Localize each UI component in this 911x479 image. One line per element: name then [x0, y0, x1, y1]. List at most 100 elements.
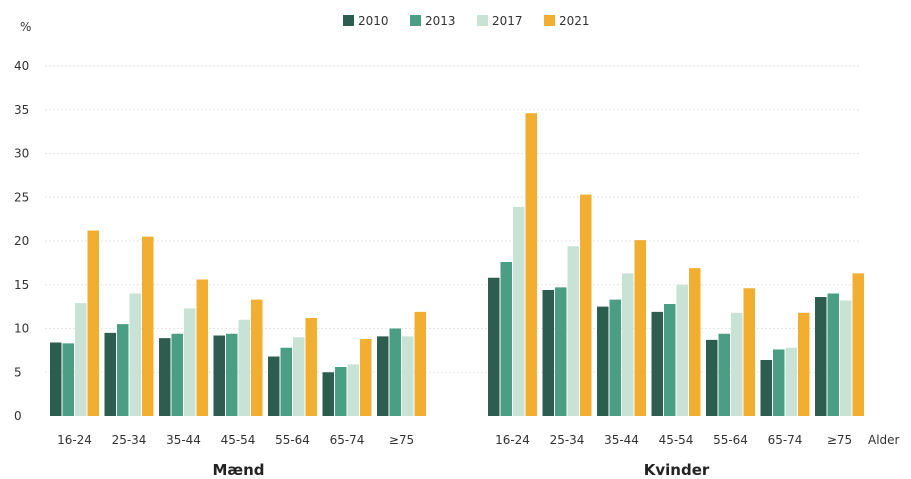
bar-group-25-34 — [542, 194, 592, 416]
y-axis-label: % — [20, 20, 31, 34]
bar-group-45-54 — [651, 268, 701, 416]
bar-mænd-≥75-2017 — [402, 336, 414, 416]
bar-kvinder-25-34-2021 — [580, 194, 592, 416]
bar-kvinder-45-54-2013 — [664, 304, 676, 416]
bar-kvinder-55-64-2010 — [706, 339, 718, 416]
bar-kvinder-55-64-2021 — [743, 288, 755, 416]
bar-mænd-≥75-2021 — [414, 311, 426, 416]
y-tick-label: 20 — [14, 234, 29, 248]
y-axis: 0 5 10 15 20 25 30 35 40 — [14, 59, 29, 423]
bar-kvinder-55-64-2013 — [718, 333, 730, 416]
panel-title: Mænd — [212, 461, 264, 479]
y-tick-label: 30 — [14, 147, 29, 161]
bar-group-16-24 — [488, 113, 537, 416]
x-tick-label: 35-44 — [166, 433, 201, 447]
bar-kvinder-35-44-2017 — [622, 273, 634, 416]
y-tick-label: 35 — [14, 103, 29, 117]
bar-mænd-65-74-2017 — [347, 364, 359, 416]
bar-kvinder-35-44-2021 — [634, 240, 646, 416]
y-tick-label: 40 — [14, 59, 29, 73]
y-tick-label: 25 — [14, 190, 29, 204]
bar-group-55-64 — [268, 318, 317, 416]
y-tick-label: 10 — [14, 322, 29, 336]
bar-mænd-65-74-2010 — [322, 372, 334, 416]
x-tick-label: 55-64 — [713, 433, 748, 447]
bar-mænd-65-74-2013 — [335, 367, 347, 416]
bar-group-25-34 — [104, 236, 154, 416]
y-tick-label: 15 — [14, 278, 29, 292]
legend-item-2010: 2010 — [343, 14, 389, 28]
legend-item-2017: 2017 — [477, 14, 523, 28]
bar-kvinder-65-74-2010 — [760, 360, 772, 416]
bar-kvinder-35-44-2010 — [597, 306, 609, 416]
panels: 16-24 25-34 35-44 45-54 55-64 65-74 ≥75Mænd16-… — [50, 113, 864, 479]
bar-mænd-35-44-2017 — [184, 308, 196, 416]
bar-mænd-≥75-2013 — [389, 328, 401, 416]
panel-mænd: 16-24 25-34 35-44 45-54 55-64 65-74 ≥75 Mænd — [50, 230, 426, 479]
x-tick-label: 16-24 — [495, 433, 530, 447]
bar-mænd-45-54-2013 — [226, 333, 238, 416]
bar-kvinder-25-34-2017 — [567, 246, 579, 416]
bar-mænd-16-24-2013 — [62, 343, 74, 416]
bar-mænd-16-24-2021 — [87, 230, 99, 416]
bar-mænd-16-24-2010 — [50, 342, 62, 416]
bar-mænd-55-64-2010 — [268, 356, 280, 416]
legend-item-2021: 2021 — [544, 14, 590, 28]
y-tick-label: 5 — [14, 365, 22, 379]
bar-mænd-65-74-2021 — [360, 339, 372, 416]
bar-mænd-25-34-2017 — [129, 293, 141, 416]
bar-mænd-55-64-2021 — [305, 318, 317, 416]
x-tick-label: 45-54 — [221, 433, 256, 447]
bar-kvinder-≥75-2013 — [827, 293, 839, 416]
panel-kvinder: 16-24 25-34 35-44 45-54 55-64 65-74 ≥75 Kvinder — [488, 113, 864, 479]
bar-group-55-64 — [706, 288, 755, 416]
bar-group-65-74 — [760, 312, 810, 416]
legend-swatch — [343, 15, 354, 26]
bar-kvinder-45-54-2017 — [676, 284, 688, 416]
legend-label: 2017 — [492, 14, 523, 28]
bar-mænd-≥75-2010 — [377, 336, 389, 416]
bar-group-16-24 — [50, 230, 99, 416]
bar-group-≥75 — [377, 311, 426, 416]
x-tick-label: 65-74 — [330, 433, 365, 447]
legend-label: 2021 — [559, 14, 590, 28]
bar-kvinder-≥75-2010 — [815, 297, 827, 416]
bar-mænd-55-64-2017 — [293, 337, 305, 416]
x-tick-label: 35-44 — [604, 433, 639, 447]
x-axis-label: Alder — [868, 433, 900, 447]
x-tick-label: 16-24 — [57, 433, 92, 447]
bar-group-45-54 — [213, 299, 263, 416]
bar-mænd-55-64-2013 — [280, 347, 292, 416]
bar-mænd-35-44-2021 — [196, 279, 208, 416]
x-tick-label: 65-74 — [768, 433, 803, 447]
bar-mænd-25-34-2021 — [142, 236, 154, 416]
x-tick-label: 25-34 — [112, 433, 147, 447]
bar-kvinder-45-54-2021 — [689, 268, 701, 416]
bar-kvinder-65-74-2013 — [773, 349, 785, 416]
bar-kvinder-≥75-2017 — [840, 300, 852, 416]
bar-kvinder-16-24-2010 — [488, 277, 500, 416]
legend-item-2013: 2013 — [410, 14, 456, 28]
bar-group-65-74 — [322, 339, 372, 416]
bar-kvinder-≥75-2021 — [852, 273, 864, 416]
legend-swatch — [477, 15, 488, 26]
bar-kvinder-55-64-2017 — [731, 312, 743, 416]
bar-mænd-45-54-2010 — [213, 335, 225, 416]
legend-swatch — [410, 15, 421, 26]
bar-kvinder-65-74-2021 — [798, 312, 810, 416]
x-tick-label: ≥75 — [389, 433, 414, 447]
bar-kvinder-25-34-2010 — [542, 290, 554, 416]
bar-mænd-45-54-2021 — [251, 299, 263, 416]
bar-group-35-44 — [597, 240, 646, 416]
legend: 2010 2013 2017 2021 — [343, 14, 590, 28]
x-tick-label: 55-64 — [275, 433, 310, 447]
bar-kvinder-16-24-2013 — [500, 262, 512, 416]
bar-kvinder-16-24-2017 — [513, 206, 525, 416]
legend-label: 2010 — [358, 14, 389, 28]
x-tick-label: 45-54 — [659, 433, 694, 447]
bar-kvinder-35-44-2013 — [609, 299, 621, 416]
legend-label: 2013 — [425, 14, 456, 28]
y-tick-label: 0 — [14, 409, 22, 423]
bar-mænd-25-34-2013 — [117, 324, 129, 416]
